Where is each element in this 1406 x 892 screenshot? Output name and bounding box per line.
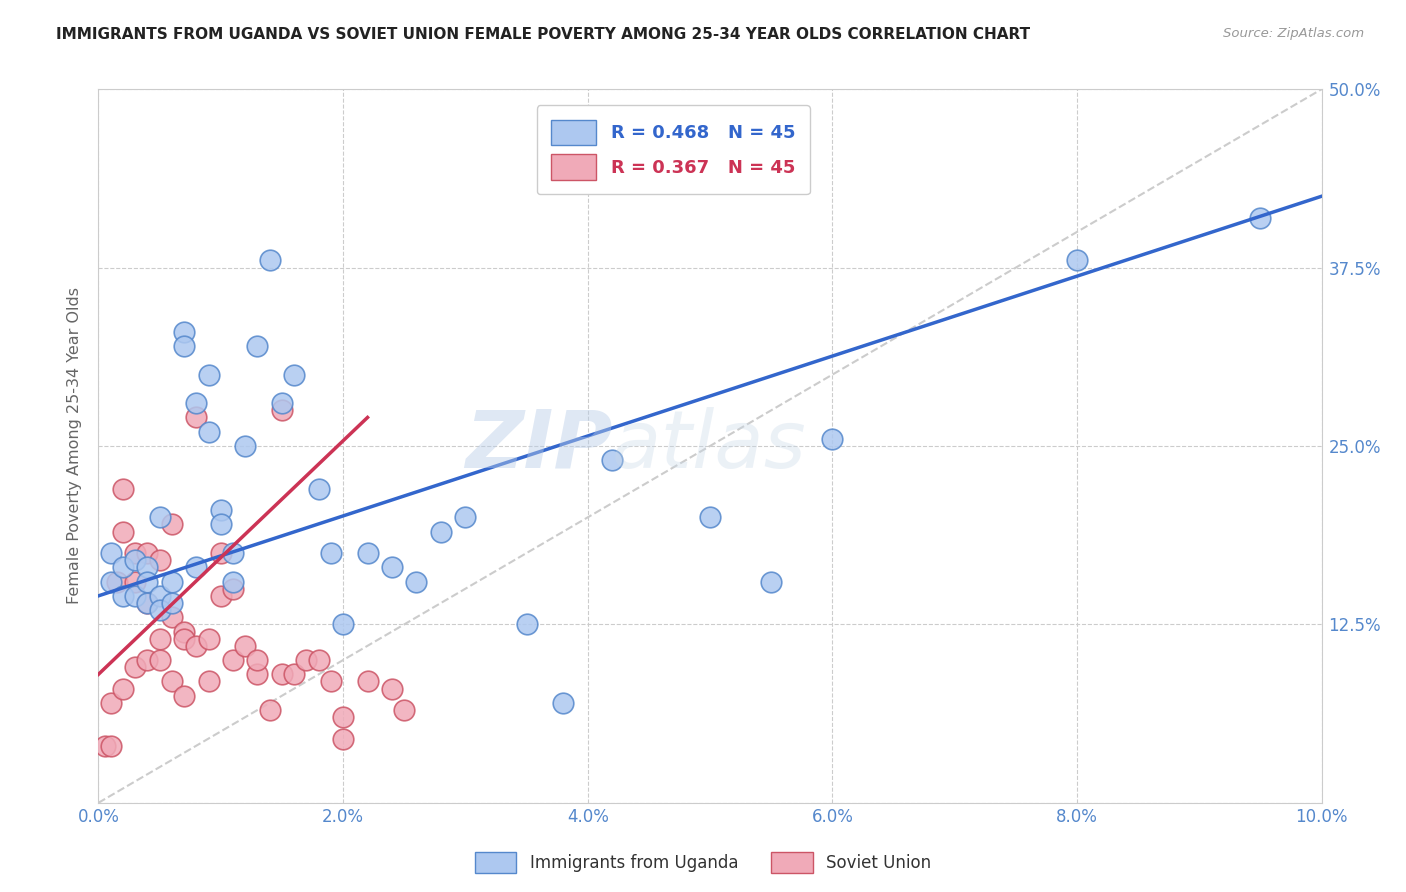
Point — [111, 589, 134, 603]
Point — [136, 596, 159, 610]
Point — [160, 674, 183, 689]
Point — [149, 603, 172, 617]
Point — [332, 617, 354, 632]
Point — [1066, 253, 1088, 268]
Point — [246, 339, 269, 353]
Point — [173, 624, 195, 639]
Point — [332, 710, 354, 724]
Point — [759, 574, 782, 589]
Point — [124, 553, 146, 567]
Point — [222, 582, 245, 596]
Point — [186, 560, 208, 574]
Point — [233, 439, 256, 453]
Point — [105, 574, 128, 589]
Point — [149, 553, 172, 567]
Point — [124, 546, 146, 560]
Text: Source: ZipAtlas.com: Source: ZipAtlas.com — [1223, 27, 1364, 40]
Point — [405, 574, 427, 589]
Point — [270, 667, 292, 681]
Point — [93, 739, 115, 753]
Point — [186, 410, 208, 425]
Point — [209, 517, 232, 532]
Point — [136, 653, 159, 667]
Y-axis label: Female Poverty Among 25-34 Year Olds: Female Poverty Among 25-34 Year Olds — [67, 287, 83, 605]
Point — [136, 596, 159, 610]
Point — [149, 653, 172, 667]
Point — [516, 617, 538, 632]
Point — [111, 681, 134, 696]
Legend: R = 0.468   N = 45, R = 0.367   N = 45: R = 0.468 N = 45, R = 0.367 N = 45 — [537, 105, 810, 194]
Point — [149, 632, 172, 646]
Point — [430, 524, 453, 539]
Point — [233, 639, 256, 653]
Point — [124, 660, 146, 674]
Point — [319, 674, 342, 689]
Point — [197, 425, 219, 439]
Point — [553, 696, 575, 710]
Point — [100, 546, 122, 560]
Point — [454, 510, 477, 524]
Point — [173, 325, 195, 339]
Point — [1249, 211, 1271, 225]
Point — [295, 653, 318, 667]
Point — [186, 396, 208, 410]
Point — [246, 667, 269, 681]
Legend: Immigrants from Uganda, Soviet Union: Immigrants from Uganda, Soviet Union — [468, 846, 938, 880]
Point — [100, 739, 122, 753]
Point — [197, 368, 219, 382]
Point — [149, 589, 172, 603]
Point — [100, 696, 122, 710]
Point — [283, 667, 305, 681]
Point — [270, 396, 292, 410]
Point — [209, 546, 232, 560]
Text: IMMIGRANTS FROM UGANDA VS SOVIET UNION FEMALE POVERTY AMONG 25-34 YEAR OLDS CORR: IMMIGRANTS FROM UGANDA VS SOVIET UNION F… — [56, 27, 1031, 42]
Point — [222, 546, 245, 560]
Point — [111, 482, 134, 496]
Point — [209, 589, 232, 603]
Point — [308, 653, 330, 667]
Point — [111, 560, 134, 574]
Point — [356, 674, 378, 689]
Point — [100, 574, 122, 589]
Point — [270, 403, 292, 417]
Point — [699, 510, 721, 524]
Point — [136, 546, 159, 560]
Point — [308, 482, 330, 496]
Point — [160, 610, 183, 624]
Point — [124, 574, 146, 589]
Point — [197, 674, 219, 689]
Point — [173, 632, 195, 646]
Point — [246, 653, 269, 667]
Point — [197, 632, 219, 646]
Point — [173, 339, 195, 353]
Point — [173, 689, 195, 703]
Point — [356, 546, 378, 560]
Point — [124, 589, 146, 603]
Point — [259, 253, 281, 268]
Text: atlas: atlas — [612, 407, 807, 485]
Point — [259, 703, 281, 717]
Point — [821, 432, 844, 446]
Text: ZIP: ZIP — [465, 407, 612, 485]
Point — [160, 596, 183, 610]
Point — [381, 560, 404, 574]
Point — [209, 503, 232, 517]
Point — [186, 639, 208, 653]
Point — [160, 574, 183, 589]
Point — [319, 546, 342, 560]
Point — [222, 653, 245, 667]
Point — [332, 731, 354, 746]
Point — [136, 574, 159, 589]
Point — [160, 517, 183, 532]
Point — [283, 368, 305, 382]
Point — [136, 560, 159, 574]
Point — [392, 703, 416, 717]
Point — [600, 453, 623, 467]
Point — [149, 510, 172, 524]
Point — [381, 681, 404, 696]
Point — [111, 524, 134, 539]
Point — [222, 574, 245, 589]
